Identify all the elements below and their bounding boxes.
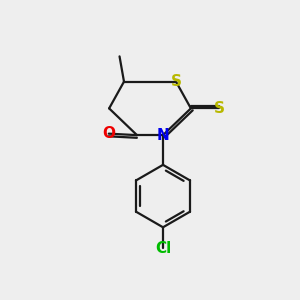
Text: O: O xyxy=(102,126,115,141)
Text: N: N xyxy=(157,128,169,142)
Text: S: S xyxy=(214,101,225,116)
Text: S: S xyxy=(170,74,182,89)
Text: Cl: Cl xyxy=(155,241,171,256)
